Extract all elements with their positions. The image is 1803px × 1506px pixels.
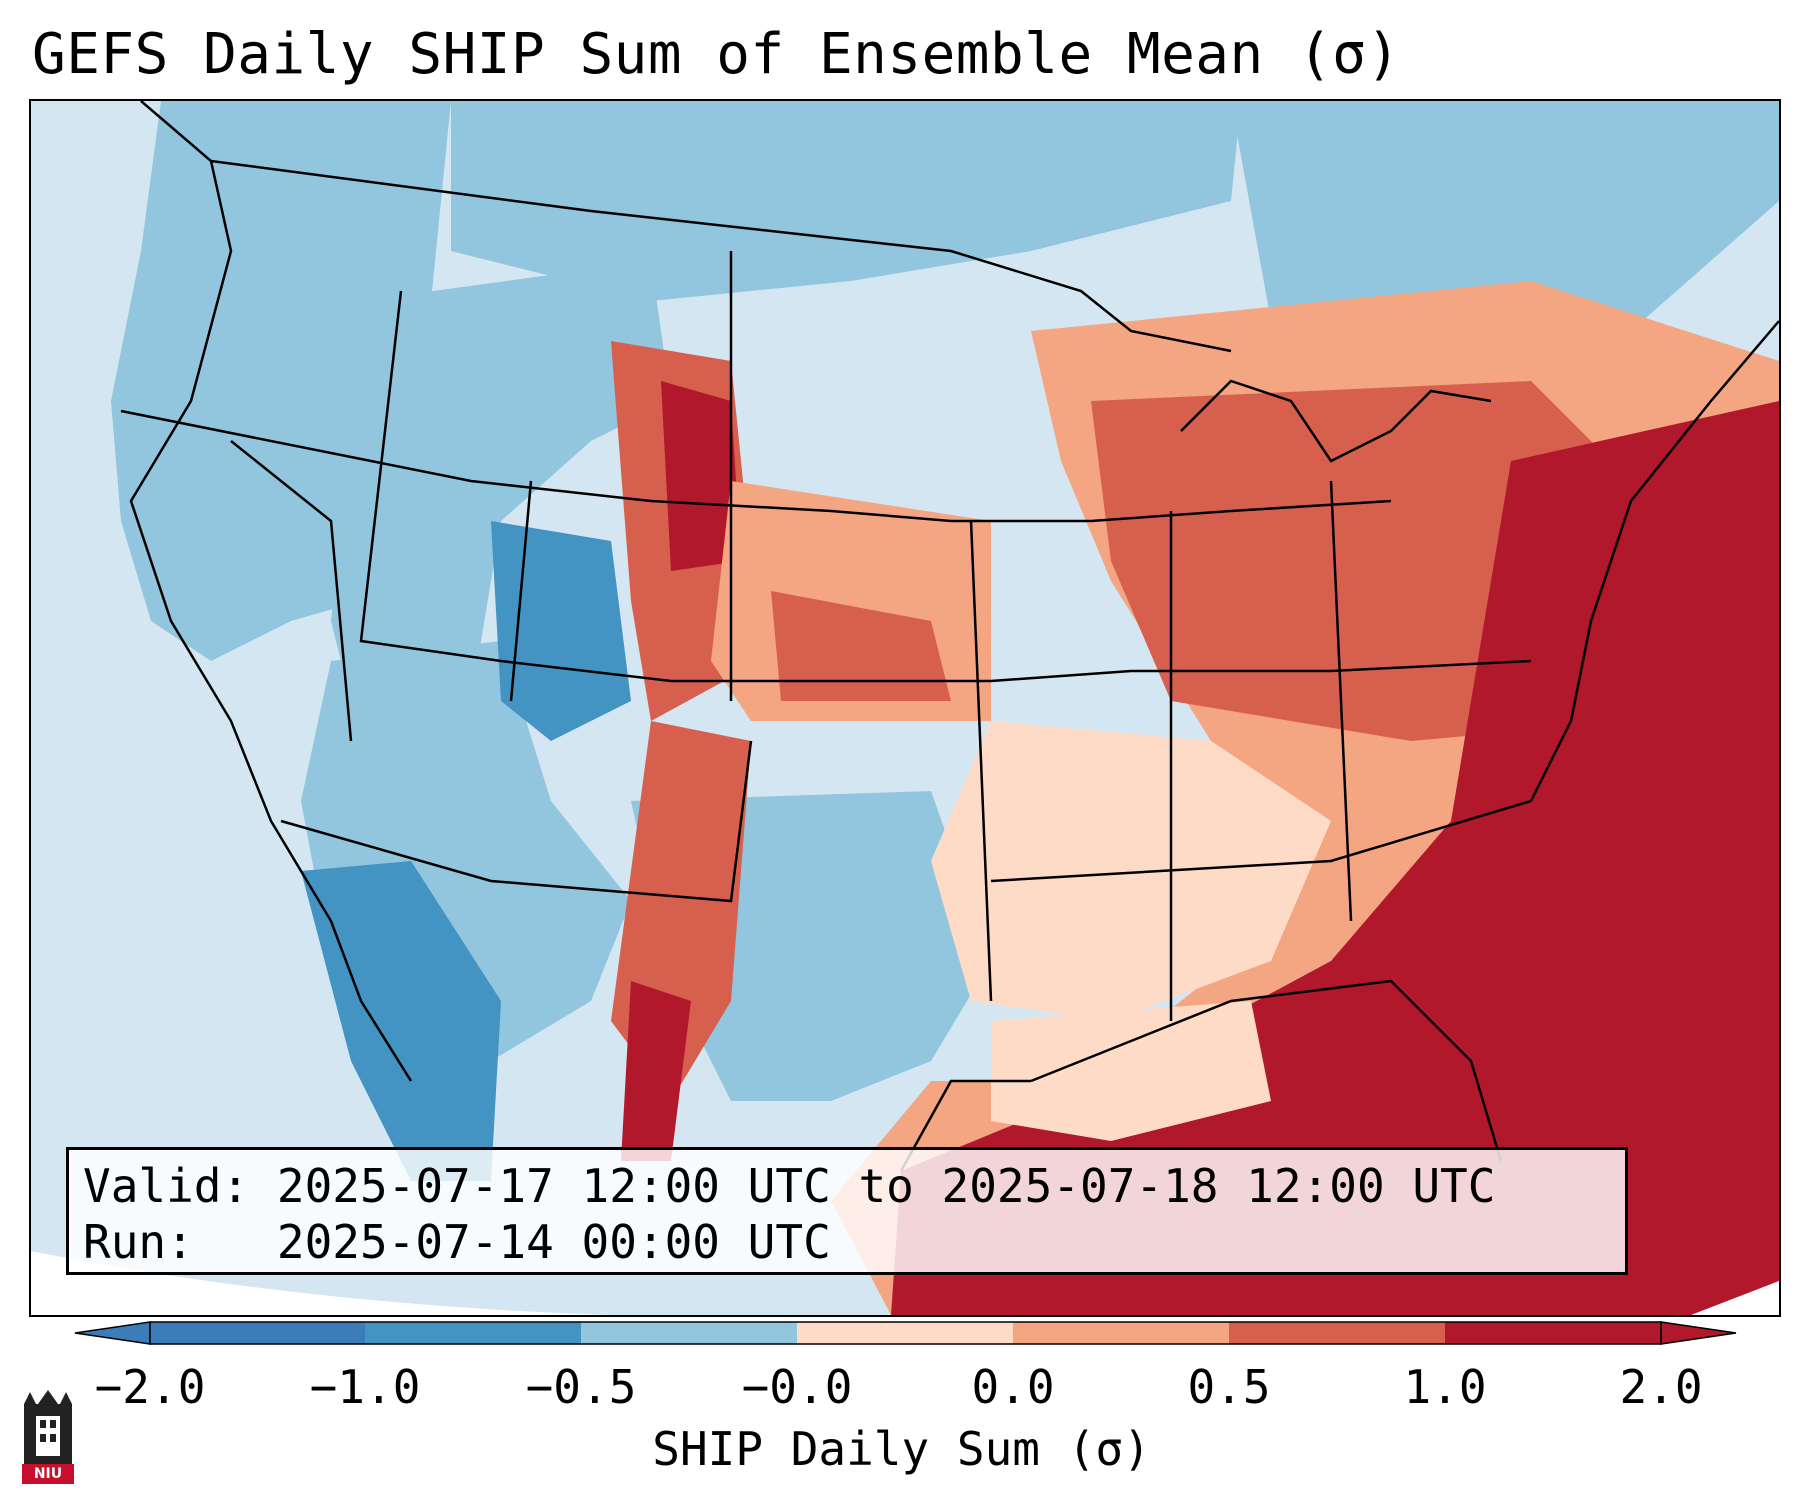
run-value: 2025-07-14 00:00 UTC [276, 1215, 831, 1269]
colorbar-label: SHIP Daily Sum (σ) [652, 1422, 1151, 1476]
ship-anomaly-map [31, 101, 1779, 1315]
mexico-dark-red-strip [621, 981, 691, 1161]
colorbar-outline [149, 1321, 1662, 1345]
valid-label: Valid: [83, 1159, 250, 1213]
colorbar-tick-label: −1.0 [309, 1360, 421, 1414]
pacific-northwest-region [111, 101, 451, 661]
colorbar-extend-high [1660, 1321, 1737, 1345]
colorbar-segment [1445, 1322, 1661, 1344]
niu-logo-icon [22, 1390, 74, 1484]
valid-value: 2025-07-17 12:00 UTC to 2025-07-18 12:00… [276, 1159, 1496, 1213]
map-edge-left [31, 1251, 931, 1315]
niu-logo-text: NIU [33, 1466, 63, 1482]
colorbar-segment [1229, 1322, 1445, 1344]
kansas-red-region [771, 591, 951, 701]
great-basin-region [331, 261, 671, 741]
map-edge-right [1691, 1281, 1779, 1315]
colorbar-tick-label: 2.0 [1619, 1360, 1703, 1414]
colorbar-tick-label: 1.0 [1403, 1360, 1487, 1414]
colorbar-segment [150, 1322, 365, 1344]
colorbar-tick-label: 0.0 [971, 1360, 1055, 1414]
colorbar-ticks: −2.0 −1.0 −0.5 −0.0 0.0 0.5 1.0 2.0 [0, 1360, 1803, 1420]
south-central-light-region [931, 721, 1331, 1021]
boundary-lines [120, 101, 1779, 1172]
colorbar [74, 1321, 1737, 1345]
mexico-blue-region [301, 861, 501, 1181]
colorado-blue-region [491, 521, 631, 741]
run-label: Run: [83, 1215, 194, 1269]
wyoming-dark-red [661, 381, 741, 571]
colorbar-tick-label: −0.0 [741, 1360, 853, 1414]
colorbar-extend-low [74, 1321, 151, 1345]
gulf-light-region [991, 1001, 1271, 1141]
quebec-region [1231, 101, 1779, 361]
colorbar-tick-label: 0.5 [1187, 1360, 1271, 1414]
map-title: GEFS Daily SHIP Sum of Ensemble Mean (σ) [32, 22, 1401, 87]
colorbar-tick-label: −0.5 [525, 1360, 637, 1414]
canada-prairies-region [451, 101, 1241, 301]
colorbar-segment [1013, 1322, 1229, 1344]
colorbar-segment [365, 1322, 581, 1344]
map-panel [29, 99, 1781, 1317]
colorbar-tick-label: −2.0 [94, 1360, 206, 1414]
colorbar-segment [581, 1322, 797, 1344]
colorbar-segment [797, 1322, 1013, 1344]
valid-run-info-box: Valid: 2025-07-17 12:00 UTC to 2025-07-1… [66, 1147, 1628, 1275]
